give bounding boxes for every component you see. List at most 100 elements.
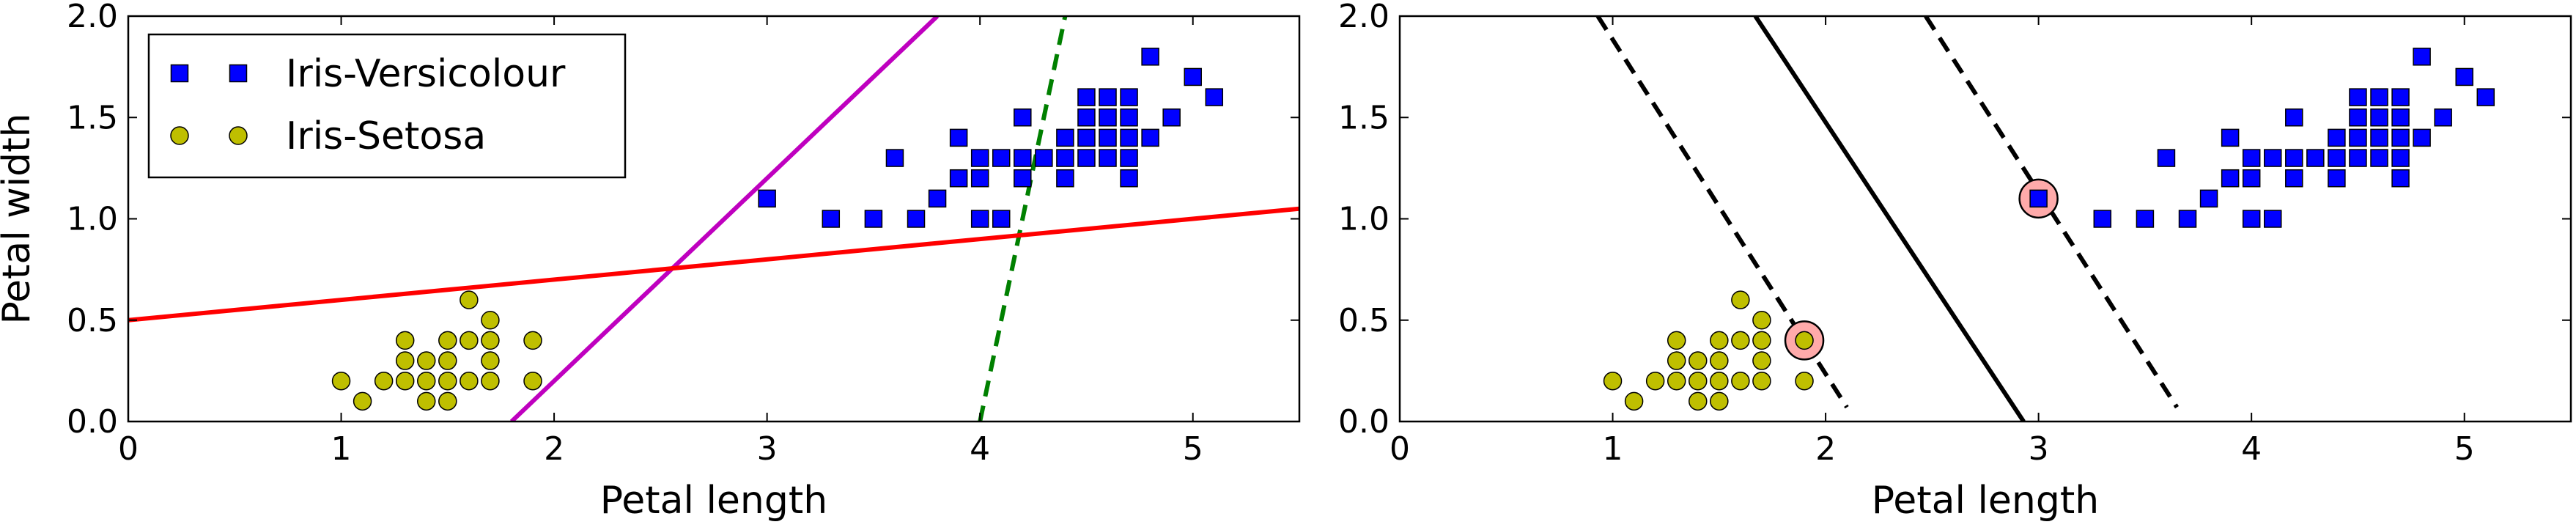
versicolour-point	[758, 189, 776, 208]
versicolour-point	[2370, 149, 2388, 167]
y-tick-label: 2.0	[67, 0, 118, 35]
versicolour-point	[2221, 169, 2240, 188]
versicolour-point	[2349, 88, 2367, 106]
y-axis-label: Petal width	[0, 113, 39, 324]
plot-area	[128, 16, 1299, 422]
x-tick-label: 4	[970, 430, 990, 468]
y-tick-label: 0.5	[1338, 302, 1390, 339]
versicolour-point	[2306, 149, 2325, 167]
versicolour-point	[2370, 108, 2388, 127]
versicolour-point	[1205, 88, 1224, 106]
setosa-point	[1710, 371, 1729, 391]
versicolour-point	[2370, 128, 2388, 147]
setosa-point	[417, 371, 436, 391]
versicolour-point	[1056, 128, 1074, 147]
setosa-point	[1689, 371, 1708, 391]
versicolour-point	[1099, 108, 1117, 127]
y-tick-label: 1.0	[1338, 201, 1390, 238]
legend-marker-circle	[229, 126, 248, 145]
versicolour-point	[2328, 149, 2346, 167]
versicolour-point	[2093, 210, 2112, 228]
setosa-point	[1710, 391, 1729, 411]
versicolour-point	[1077, 88, 1096, 106]
x-tick-label: 1	[1603, 430, 1623, 468]
setosa-point	[481, 311, 500, 330]
x-tick-label: 1	[331, 430, 352, 468]
versicolour-point	[1141, 128, 1159, 147]
versicolour-point	[2391, 88, 2410, 106]
versicolour-point	[1120, 128, 1138, 147]
versicolour-point	[1077, 108, 1096, 127]
legend-box	[147, 33, 627, 179]
versicolour-point	[2178, 210, 2197, 228]
x-tick-label: 3	[757, 430, 778, 468]
setosa-point	[460, 290, 479, 309]
versicolour-point	[1141, 48, 1159, 66]
x-tick-label: 5	[1183, 430, 1203, 468]
setosa-point	[481, 351, 500, 370]
versicolour-point	[2391, 149, 2410, 167]
versicolour-point	[2242, 149, 2261, 167]
versicolour-point	[885, 149, 904, 167]
versicolour-point	[1056, 149, 1074, 167]
versicolour-point	[2157, 149, 2176, 167]
versicolour-point	[1120, 88, 1138, 106]
versicolour-point	[2285, 149, 2303, 167]
versicolour-point	[2285, 169, 2303, 188]
plot-area	[1595, 16, 2495, 422]
setosa-point	[481, 331, 500, 350]
versicolour-point	[2455, 67, 2473, 87]
versicolour-point	[907, 210, 926, 228]
setosa-point	[395, 351, 415, 370]
versicolour-point	[2328, 128, 2346, 147]
versicolour-point	[1077, 149, 1096, 167]
legend-label: Iris-Versicolour	[286, 52, 566, 96]
solid-line-2	[509, 16, 940, 422]
versicolour-point	[1099, 149, 1117, 167]
setosa-point	[481, 371, 500, 391]
legend-label: Iris-Setosa	[286, 114, 486, 158]
x-tick-label: 2	[1815, 430, 1836, 468]
versicolour-point	[1077, 128, 1096, 147]
versicolour-point	[2136, 210, 2155, 228]
setosa-point	[523, 331, 542, 350]
setosa-point	[438, 391, 457, 411]
setosa-point	[1710, 351, 1729, 370]
y-tick-label: 0.5	[67, 302, 118, 339]
versicolour-point	[2328, 169, 2346, 188]
setosa-point	[417, 351, 436, 370]
setosa-point	[417, 391, 436, 411]
legend-marker-circle	[170, 126, 189, 145]
series-iris-versicolour	[2029, 48, 2495, 228]
versicolour-point	[1184, 67, 1202, 87]
x-axis-label: Petal length	[600, 479, 827, 523]
setosa-point	[374, 371, 394, 391]
x-tick-label: 0	[118, 430, 139, 468]
legend: Iris-Versicolour Iris-Setosa	[147, 33, 627, 179]
versicolour-point	[2349, 149, 2367, 167]
versicolour-point	[1099, 128, 1117, 147]
setosa-point	[1710, 331, 1729, 350]
setosa-point	[1731, 290, 1750, 309]
setosa-point	[1731, 331, 1750, 350]
versicolour-point	[2199, 189, 2218, 208]
setosa-point	[395, 371, 415, 391]
versicolour-point	[1014, 108, 1032, 127]
x-tick-label: 5	[2454, 430, 2475, 468]
y-tick-label: 1.5	[67, 99, 118, 136]
versicolour-point	[1162, 108, 1181, 127]
setosa-point	[1795, 331, 1814, 350]
setosa-point	[1795, 371, 1814, 391]
versicolour-point	[1014, 169, 1032, 188]
versicolour-point	[1099, 88, 1117, 106]
series-iris-setosa	[331, 290, 542, 411]
versicolour-point	[2285, 108, 2303, 127]
versicolour-point	[2349, 108, 2367, 127]
versicolour-point	[2263, 210, 2282, 228]
setosa-point	[1667, 371, 1686, 391]
setosa-point	[1689, 391, 1708, 411]
versicolour-point	[1120, 149, 1138, 167]
y-tick-label: 1.0	[67, 201, 118, 238]
setosa-point	[1603, 371, 1623, 391]
